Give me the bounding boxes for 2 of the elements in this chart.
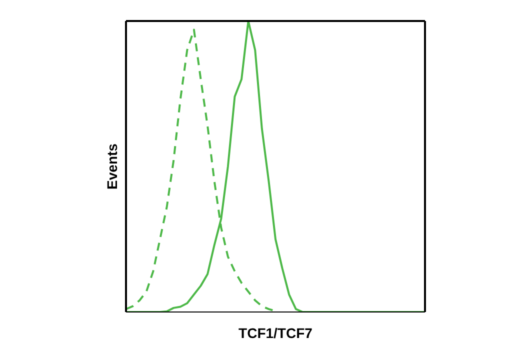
x-axis-title: TCF1/TCF7	[238, 325, 313, 341]
y-axis-title: Events	[104, 143, 120, 190]
